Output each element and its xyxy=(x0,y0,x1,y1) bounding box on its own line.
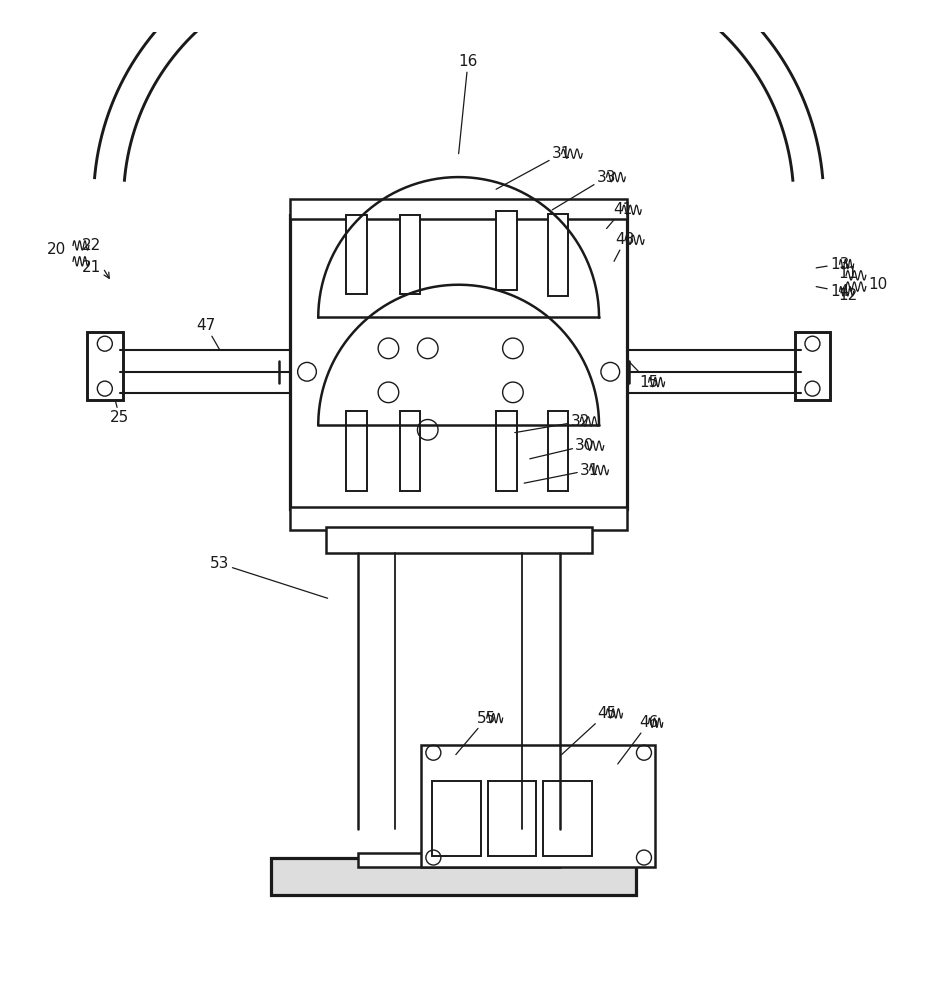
Text: 12: 12 xyxy=(839,288,857,303)
Text: 46: 46 xyxy=(618,715,658,764)
Bar xyxy=(496,411,517,491)
Bar xyxy=(290,215,627,509)
Text: 20: 20 xyxy=(47,242,66,257)
Text: 55: 55 xyxy=(456,711,496,755)
Bar xyxy=(87,332,123,400)
Text: 25: 25 xyxy=(110,400,129,425)
Bar xyxy=(326,527,592,553)
Bar xyxy=(290,507,627,530)
Text: 53: 53 xyxy=(211,556,328,598)
Text: 21: 21 xyxy=(82,260,101,275)
Bar xyxy=(432,781,481,856)
Text: 16: 16 xyxy=(459,54,477,154)
Bar xyxy=(795,332,830,400)
Bar xyxy=(543,781,592,856)
Text: 31: 31 xyxy=(496,146,571,189)
Bar xyxy=(496,211,517,290)
Bar xyxy=(346,215,367,294)
Bar xyxy=(346,411,367,491)
Text: 14: 14 xyxy=(816,284,849,299)
Bar xyxy=(400,215,420,294)
Bar xyxy=(400,411,420,491)
Text: 22: 22 xyxy=(82,238,101,253)
Bar xyxy=(290,199,627,219)
Text: 47: 47 xyxy=(197,318,220,350)
Bar xyxy=(271,858,636,895)
Bar xyxy=(548,411,568,491)
Text: 10: 10 xyxy=(869,277,887,292)
Bar xyxy=(421,745,655,867)
Text: 32: 32 xyxy=(515,414,590,433)
Text: 41: 41 xyxy=(607,202,632,229)
Text: 45: 45 xyxy=(562,706,616,755)
Text: 11: 11 xyxy=(839,266,857,281)
Text: 33: 33 xyxy=(552,170,616,210)
Text: 30: 30 xyxy=(530,438,594,459)
Text: 13: 13 xyxy=(816,257,849,272)
Bar xyxy=(358,853,560,867)
Bar xyxy=(548,214,568,296)
Text: 15: 15 xyxy=(627,360,658,390)
Text: 31: 31 xyxy=(524,463,599,483)
Bar xyxy=(488,781,536,856)
Text: 48: 48 xyxy=(614,232,635,261)
